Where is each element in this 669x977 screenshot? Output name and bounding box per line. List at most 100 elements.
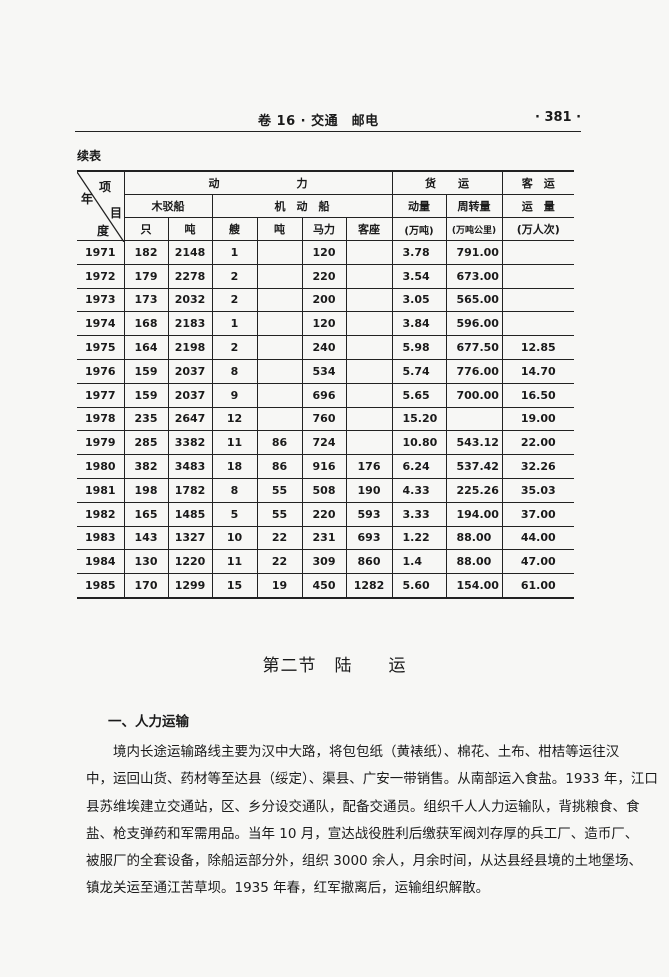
table-cell: 760	[301, 406, 347, 432]
table-cell: 176	[345, 454, 393, 479]
continuation-label: 续表	[77, 149, 102, 163]
year-cell: 1974	[77, 311, 125, 337]
table-cell: 22	[256, 549, 303, 575]
table-row: 1980 382 3483 18 86 916 176 6.24 537.42 32.26	[77, 454, 574, 479]
table-cell: 32.26	[501, 454, 574, 479]
table-cell: 61.00	[501, 573, 574, 599]
table-cell: 225.26	[445, 477, 503, 503]
table-cell: 2183	[167, 311, 213, 337]
year-cell: 1985	[77, 573, 125, 599]
table-cell: 11	[211, 430, 258, 456]
table-row: 1978 235 2647 12 760 15.20 19.00	[77, 406, 574, 432]
table-cell	[345, 430, 393, 456]
table-row: 1976 159 2037 8 534 5.74 776.00 14.70	[77, 358, 574, 384]
table-cell: 12.85	[501, 335, 574, 360]
year-cell: 1973	[77, 287, 125, 313]
table-cell	[345, 311, 393, 337]
table-cell: 5.60	[391, 573, 447, 599]
col-header: (万人次)	[501, 217, 574, 241]
table-cell: 11	[211, 549, 258, 575]
table-cell: 2148	[167, 240, 213, 265]
table-cell	[256, 263, 303, 289]
table-cell: 6.24	[391, 454, 447, 479]
corner-year: 年	[81, 192, 94, 206]
table-cell: 240	[301, 335, 347, 360]
year-cell: 1981	[77, 477, 125, 503]
table-cell: 1282	[345, 573, 393, 599]
year-cell: 1982	[77, 501, 125, 527]
table-cell: 4.33	[391, 477, 447, 503]
table-cell: 165	[123, 501, 169, 527]
table-cell: 159	[123, 382, 169, 408]
col-header: 马力	[301, 217, 347, 241]
table-row: 1972 179 2278 2 220 3.54 673.00	[77, 263, 574, 289]
table-cell: 231	[301, 525, 347, 551]
year-cell: 1980	[77, 454, 125, 479]
table-row: 1983 143 1327 10 22 231 693 1.22 88.00 44.00	[77, 525, 574, 551]
table-cell: 5.98	[391, 335, 447, 360]
year-cell: 1971	[77, 240, 125, 265]
table-cell: 164	[123, 335, 169, 360]
col-header: (万吨公里)	[445, 217, 503, 241]
table-cell: 22	[256, 525, 303, 551]
table-cell: 2	[211, 263, 258, 289]
paragraph-line: 盐、枪支弹药和军需用品。当年 10 月，宣达战役胜利后缴获军阀刘存厚的兵工厂、造…	[86, 825, 639, 842]
section-title: 第二节 陆 运	[262, 656, 407, 676]
table-cell: 19.00	[501, 406, 574, 432]
table-row: 1982 165 1485 5 55 220 593 3.33 194.00 37.00	[77, 501, 574, 527]
table-cell: 120	[301, 311, 347, 337]
table-cell: 168	[123, 311, 169, 337]
table-cell: 2198	[167, 335, 213, 360]
page-number: · 381 ·	[535, 110, 582, 125]
year-cell: 1979	[77, 430, 125, 456]
table-cell: 182	[123, 240, 169, 265]
header-passenger-volume: 运 量	[501, 194, 574, 218]
table-cell: 35.03	[501, 477, 574, 503]
col-header: (万吨)	[391, 217, 447, 241]
table-cell: 14.70	[501, 358, 574, 384]
table-cell: 5	[211, 501, 258, 527]
table-cell: 194.00	[445, 501, 503, 527]
table-cell: 309	[301, 549, 347, 575]
table-cell: 860	[345, 549, 393, 575]
table-cell: 143	[123, 525, 169, 551]
table-row: 1975 164 2198 2 240 5.98 677.50 12.85	[77, 335, 574, 360]
table-cell	[345, 335, 393, 360]
table-cell	[256, 311, 303, 337]
table-row: 1985 170 1299 15 19 450 1282 5.60 154.00 61.00	[77, 573, 574, 599]
year-cell: 1983	[77, 525, 125, 551]
table-cell: 170	[123, 573, 169, 599]
table-cell: 3.33	[391, 501, 447, 527]
table-cell: 508	[301, 477, 347, 503]
table-cell: 154.00	[445, 573, 503, 599]
corner-du: 度	[97, 224, 110, 238]
table-cell: 55	[256, 501, 303, 527]
table-row: 1973 173 2032 2 200 3.05 565.00	[77, 287, 574, 313]
table-cell	[256, 335, 303, 360]
table-cell: 2	[211, 287, 258, 313]
header-wooden-boat: 木驳船	[124, 194, 213, 218]
table-cell: 9	[211, 382, 258, 408]
table-cell	[256, 240, 303, 265]
table-cell: 1327	[167, 525, 213, 551]
header-passenger: 客 运	[501, 170, 574, 195]
year-cell: 1978	[77, 406, 125, 432]
col-header: 只	[124, 217, 169, 241]
header-power: 动 力	[123, 170, 393, 195]
table-cell: 673.00	[445, 263, 503, 289]
col-header: 艘	[211, 217, 258, 241]
table-cell: 1299	[167, 573, 213, 599]
table-cell: 44.00	[501, 525, 574, 551]
table-cell: 1485	[167, 501, 213, 527]
table-cell: 12	[211, 406, 258, 432]
table-cell: 3.84	[391, 311, 447, 337]
table-cell: 88.00	[445, 525, 503, 551]
table-cell: 55	[256, 477, 303, 503]
corner-item: 项	[99, 180, 112, 194]
table-cell: 5.65	[391, 382, 447, 408]
table-cell: 130	[123, 549, 169, 575]
table-cell	[501, 240, 574, 265]
table-cell: 565.00	[445, 287, 503, 313]
table-cell: 179	[123, 263, 169, 289]
table-cell: 1.4	[391, 549, 447, 575]
